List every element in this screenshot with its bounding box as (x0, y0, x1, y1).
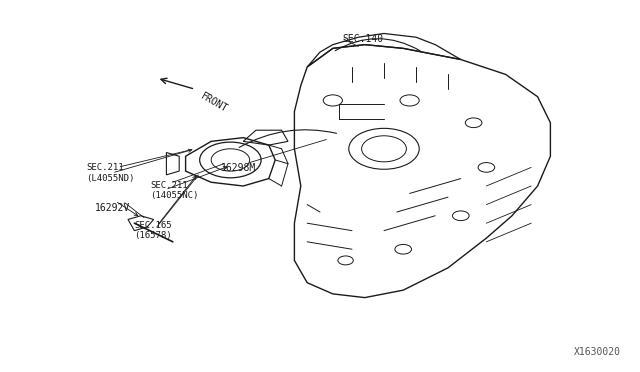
Text: X1630020: X1630020 (574, 347, 621, 357)
Text: 16298M: 16298M (221, 163, 256, 173)
Text: 16292V: 16292V (95, 203, 130, 213)
Text: SEC.211
(14055NC): SEC.211 (14055NC) (150, 181, 199, 200)
Text: SEC.211
(L4055ND): SEC.211 (L4055ND) (86, 163, 135, 183)
Text: SEC.140: SEC.140 (342, 34, 383, 44)
Text: FRONT: FRONT (198, 91, 229, 115)
Text: SEC.165
(16578): SEC.165 (16578) (134, 221, 172, 240)
